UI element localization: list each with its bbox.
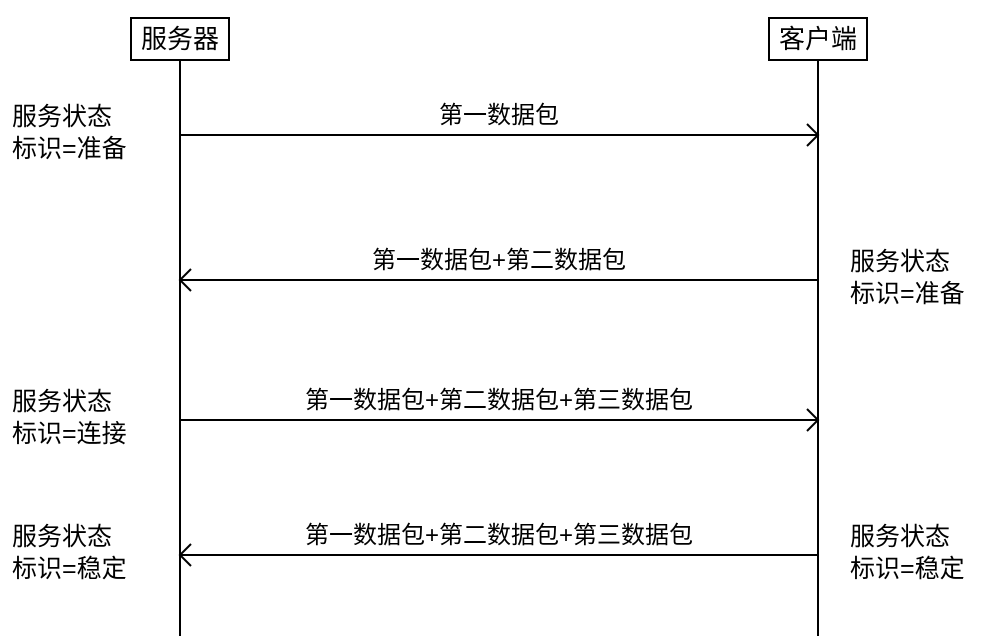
client-label: 客户端: [779, 24, 857, 54]
state-3-line2: 标识=稳定: [12, 555, 127, 583]
state-0-line1: 服务状态: [12, 103, 112, 131]
message-label-0: 第一数据包: [439, 102, 559, 129]
state-4-line1: 服务状态: [850, 523, 950, 551]
state-0-line2: 标识=准备: [12, 135, 127, 163]
state-1-line1: 服务状态: [850, 248, 950, 276]
sequence-diagram: 服务器 客户端第一数据包第一数据包+第二数据包第一数据包+第二数据包+第三数据包第…: [0, 0, 1000, 636]
message-label-3: 第一数据包+第二数据包+第三数据包: [305, 522, 693, 549]
state-1-line2: 标识=准备: [850, 280, 965, 308]
state-3-line1: 服务状态: [12, 523, 112, 551]
state-2-line1: 服务状态: [12, 388, 112, 416]
message-label-2: 第一数据包+第二数据包+第三数据包: [305, 387, 693, 414]
state-2-line2: 标识=连接: [12, 420, 127, 448]
server-label: 服务器: [141, 24, 219, 54]
state-4-line2: 标识=稳定: [850, 555, 965, 583]
message-label-1: 第一数据包+第二数据包: [372, 247, 626, 274]
